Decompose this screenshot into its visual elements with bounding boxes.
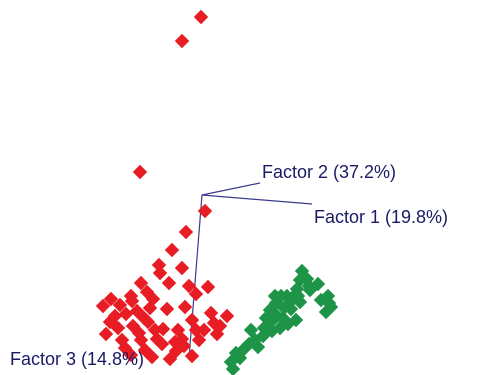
series-1-point-55: [181, 278, 197, 294]
series-2-point-31: [290, 288, 306, 304]
series-1-point-6: [164, 242, 180, 258]
series-1-point-38: [129, 303, 145, 319]
factor1-axis-label: Factor 1 (19.8%): [314, 207, 448, 227]
series-1-point-46: [102, 314, 118, 330]
series-1-point-57: [139, 284, 155, 300]
series-1-point-20: [118, 306, 134, 322]
series-1-point-40: [140, 314, 156, 330]
points-group: [95, 9, 339, 375]
series-1-point-8: [174, 260, 190, 276]
factor2-axis-label: Factor 2 (37.2%): [262, 162, 396, 182]
series-1-point-10: [161, 275, 177, 291]
series-1-point-56: [152, 265, 168, 281]
series-1-point-59: [188, 322, 204, 338]
series-1-point-35: [184, 348, 200, 364]
series-1-point-1: [193, 9, 209, 25]
series-2-point-28: [243, 322, 259, 338]
series-1-point-43: [117, 340, 133, 356]
series-2-point-36: [301, 278, 317, 294]
series-1-point-50: [131, 325, 147, 341]
series-2-point-33: [269, 308, 285, 324]
series-1-point-11: [200, 279, 216, 295]
series-2-point-40: [225, 361, 241, 375]
series-1-point-9: [133, 275, 149, 291]
series-2-point-32: [280, 296, 296, 312]
series-1-point-60: [174, 331, 190, 347]
series-1-point-49: [209, 326, 225, 342]
series-1-point-36: [206, 315, 222, 331]
series-1-point-48: [184, 312, 200, 328]
axis-labels-group: Factor 2 (37.2%) Factor 1 (19.8%) Factor…: [10, 162, 448, 369]
series-1-point-41: [155, 321, 171, 337]
series-1-point-34: [162, 351, 178, 367]
series-1-point-16: [159, 301, 175, 317]
series-1-point-51: [123, 288, 139, 304]
series-1-point-15: [103, 291, 119, 307]
series-1-point-37: [219, 308, 235, 324]
factor2-axis-line: [201, 182, 261, 196]
factor3-axis-label: Factor 3 (14.8%): [10, 349, 144, 369]
series-1-point-2: [174, 33, 190, 49]
series-2-point-42: [267, 288, 283, 304]
series-2-point-34: [250, 339, 266, 355]
series-1-point-5: [178, 224, 194, 240]
series-1-point-39: [110, 320, 126, 336]
series-1-point-31: [98, 326, 114, 342]
series-1-point-33: [144, 349, 160, 365]
series-1-point-58: [95, 298, 111, 314]
series-1-point-4: [197, 203, 213, 219]
series-1-point-3: [132, 164, 148, 180]
series-2-point-30: [292, 272, 308, 288]
series-1-point-12: [188, 286, 204, 302]
series-2-point-41: [256, 320, 272, 336]
series-1-point-53: [149, 331, 165, 347]
series-1-point-47: [142, 300, 158, 316]
series-1-point-44: [137, 342, 153, 358]
series-1-point-45: [168, 343, 184, 359]
series-1-point-17: [177, 299, 193, 315]
series-2-point-38: [321, 295, 337, 311]
series-1-point-52: [112, 297, 128, 313]
series-2-point-39: [232, 350, 248, 366]
factor1-axis-line: [201, 194, 313, 205]
